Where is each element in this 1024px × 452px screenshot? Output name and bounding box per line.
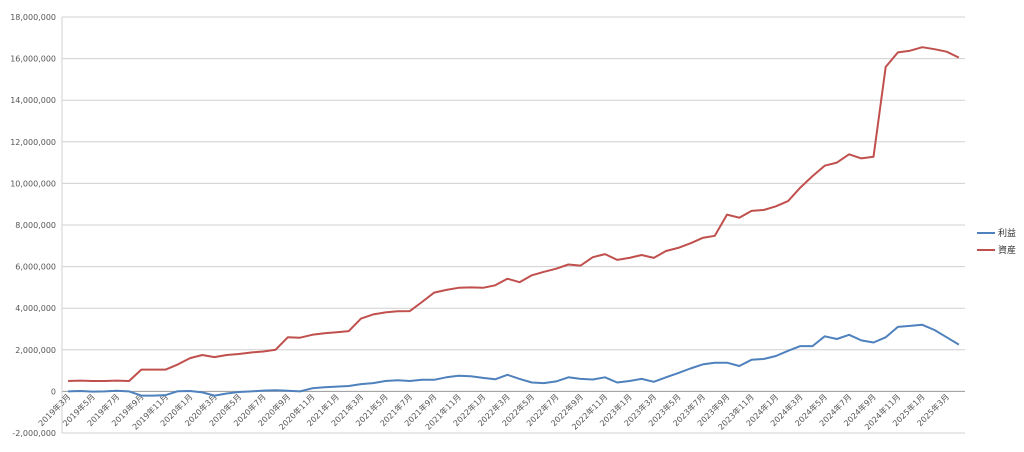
y-tick-label: 6,000,000	[15, 263, 56, 272]
y-tick-label: 16,000,000	[10, 55, 56, 64]
series-line-profit	[68, 323, 960, 397]
legend-label: 利益	[998, 227, 1016, 239]
x-axis-tick-labels: 2019年3月2019年5月2019年7月2019年9月2019年11月2020…	[36, 392, 951, 432]
y-tick-label: 12,000,000	[10, 138, 56, 147]
series-line-assets	[68, 46, 960, 382]
y-tick-label: 2,000,000	[15, 346, 56, 355]
y-tick-label: -2,000,000	[12, 429, 56, 438]
y-tick-label: 4,000,000	[15, 304, 56, 313]
series-lines	[68, 46, 960, 397]
legend-label: 資産	[998, 244, 1016, 256]
gridlines	[61, 16, 965, 434]
y-tick-label: 0	[51, 387, 56, 396]
y-tick-label: 10,000,000	[10, 179, 56, 188]
y-tick-label: 14,000,000	[10, 96, 56, 105]
y-tick-label: 8,000,000	[15, 221, 56, 230]
y-tick-label: 18,000,000	[10, 13, 56, 22]
y-axis-tick-labels: -2,000,000 0 2,000,000 4,000,000 6,000,000 8,…	[10, 13, 56, 438]
